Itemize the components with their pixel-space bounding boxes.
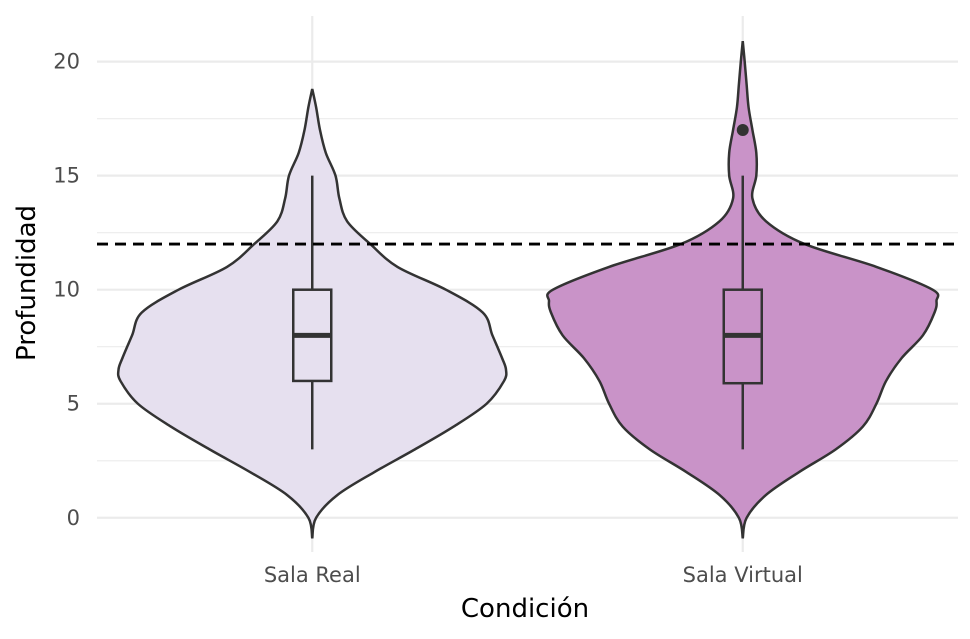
x-tick-label: Sala Real [264, 563, 361, 587]
x-tick-label: Sala Virtual [683, 563, 803, 587]
y-tick-label: 10 [53, 278, 80, 302]
y-tick-label: 5 [67, 392, 80, 416]
x-axis-title: Condición [461, 594, 589, 624]
y-tick-label: 20 [53, 50, 80, 74]
y-tick-label: 0 [67, 506, 80, 530]
boxplots [292, 124, 763, 450]
y-tick-label: 15 [53, 164, 80, 188]
y-axis-title: Profundidad [12, 205, 42, 361]
tick-labels: 0 5 10 15 20 Sala Real Sala Virtual [53, 50, 803, 587]
outlier-point [736, 124, 749, 137]
